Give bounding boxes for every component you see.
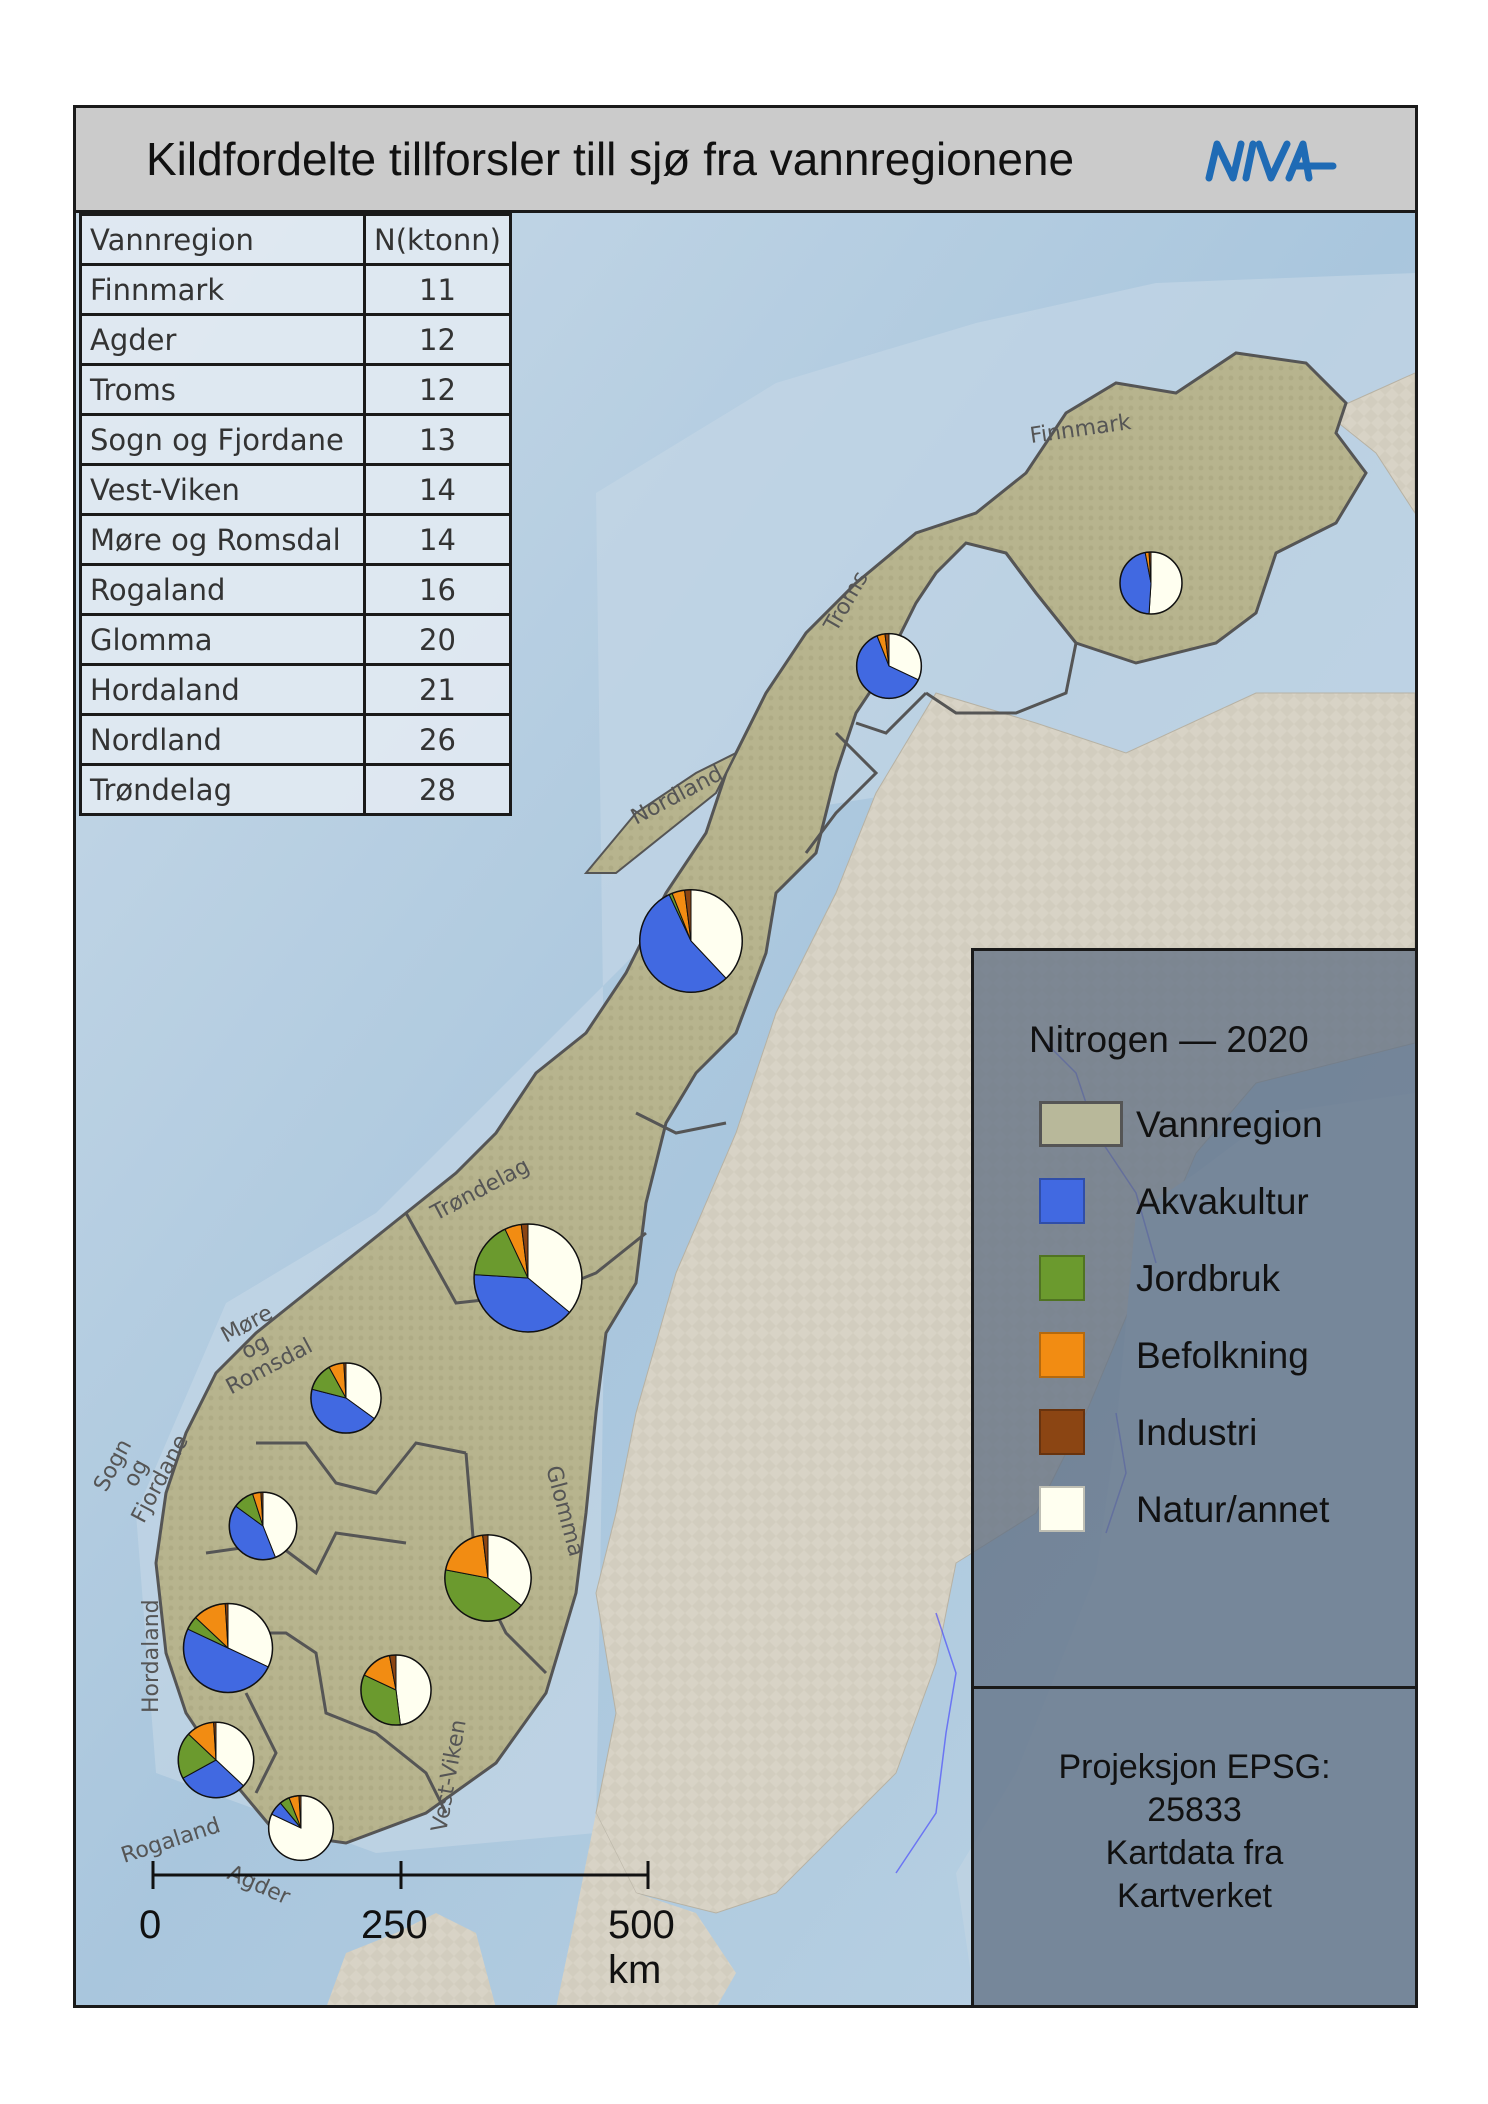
column-header-region: Vannregion <box>79 213 366 266</box>
legend-title: Nitrogen — 2020 <box>1029 1019 1309 1060</box>
scale-bar-line <box>151 1861 650 1889</box>
pie-chart <box>855 632 923 700</box>
legend-label: Jordbruk <box>1136 1258 1280 1299</box>
nitrogen-value-cell: 21 <box>363 663 512 716</box>
legend-label: Natur/annet <box>1136 1489 1330 1530</box>
niva-logo <box>1205 140 1337 182</box>
credits-line: Kartdata fra <box>1105 1834 1284 1872</box>
pie-chart <box>182 1602 274 1694</box>
legend-label: Befolkning <box>1136 1335 1309 1376</box>
legend-label: Industri <box>1136 1412 1258 1453</box>
credits-line: Kartverket <box>1117 1877 1272 1915</box>
region-name-cell: Troms <box>79 363 366 416</box>
region-name-cell: Møre og Romsdal <box>79 513 366 566</box>
table-row: Glomma 20 <box>79 613 512 666</box>
pie-chart <box>444 1534 532 1622</box>
legend-swatch <box>1039 1486 1085 1532</box>
pie-chart <box>310 1362 382 1434</box>
table-row: Trøndelag 28 <box>79 763 512 816</box>
nitrogen-value-cell: 16 <box>363 563 512 616</box>
norway-land <box>154 351 1368 1845</box>
legend-swatch <box>1039 1101 1123 1147</box>
credits-line: Projeksjon EPSG: <box>1058 1748 1331 1786</box>
nitrogen-value-cell: 12 <box>363 363 512 416</box>
pie-outline <box>177 1721 255 1799</box>
table-row: Vest-Viken 14 <box>79 463 512 516</box>
legend-divider <box>974 1686 1415 1689</box>
pie-chart <box>267 1794 335 1862</box>
denmark-land <box>327 1913 496 2005</box>
scale-label-0: 0 <box>139 1903 162 1947</box>
map-frame: Finnmark Troms Nordland Trøndelag Møreog… <box>73 105 1418 2008</box>
region-table: Vannregion N(ktonn) Finnmark 11 Agder 12 Tro… <box>79 213 512 816</box>
sweden-south <box>556 1813 736 2005</box>
legend-swatch <box>1039 1332 1085 1378</box>
title-bar: Kildfordelte tillforsler till sjø fra va… <box>76 108 1415 213</box>
pie-layer <box>177 551 1183 1862</box>
pie-chart <box>360 1654 432 1726</box>
map-title: Kildfordelte tillforsler till sjø fra va… <box>146 133 1075 185</box>
nitrogen-value-cell: 12 <box>363 313 512 366</box>
pie-outline <box>267 1794 335 1862</box>
pie-outline <box>473 1223 583 1333</box>
pie-outline <box>228 1491 298 1561</box>
region-name-cell: Vest-Viken <box>79 463 366 516</box>
credits-line: 25833 <box>1147 1791 1242 1829</box>
region-name-cell: Nordland <box>79 713 366 766</box>
region-name-cell: Finnmark <box>79 263 366 316</box>
legend-panel: Nitrogen — 2020 Vannregion Akvakultur Jord… <box>971 948 1415 2005</box>
nitrogen-value-cell: 20 <box>363 613 512 666</box>
pie-outline <box>639 889 743 993</box>
region-name-cell: Agder <box>79 313 366 366</box>
table-row: Hordaland 21 <box>79 663 512 716</box>
nitrogen-value-cell: 14 <box>363 513 512 566</box>
region-name-cell: Rogaland <box>79 563 366 616</box>
region-name-cell: Sogn og Fjordane <box>79 413 366 466</box>
nitrogen-value-cell: 13 <box>363 413 512 466</box>
region-name-cell: Trøndelag <box>79 763 366 816</box>
table-row: Rogaland 16 <box>79 563 512 616</box>
legend-label: Vannregion <box>1136 1104 1323 1145</box>
scale-label-250: 250 <box>361 1903 428 1947</box>
nitrogen-value-cell: 14 <box>363 463 512 516</box>
pie-chart <box>639 889 743 993</box>
table-row: Nordland 26 <box>79 713 512 766</box>
pie-outline <box>1119 551 1183 615</box>
legend-swatch <box>1039 1178 1085 1224</box>
pie-chart <box>228 1491 298 1561</box>
legend-swatch <box>1039 1409 1085 1455</box>
pie-outline <box>444 1534 532 1622</box>
table-row: Møre og Romsdal 14 <box>79 513 512 566</box>
table-header-row: Vannregion N(ktonn) <box>79 213 512 266</box>
nitrogen-value-cell: 28 <box>363 763 512 816</box>
nitrogen-value-cell: 11 <box>363 263 512 316</box>
table-row: Sogn og Fjordane 13 <box>79 413 512 466</box>
pie-outline <box>182 1602 274 1694</box>
pie-chart <box>473 1223 583 1333</box>
credits: Projeksjon EPSG: 25833 Kartdata fra Kart… <box>974 1746 1415 1918</box>
region-name-cell: Hordaland <box>79 663 366 716</box>
legend-label: Akvakultur <box>1136 1181 1309 1222</box>
region-borders <box>205 552 1078 1814</box>
pie-outline <box>310 1362 382 1434</box>
region-name-cell: Glomma <box>79 613 366 666</box>
pie-chart <box>1119 551 1183 615</box>
column-header-nitrogen: N(ktonn) <box>363 213 512 266</box>
scale-label-500: 500 km <box>608 1903 675 1992</box>
label-hordaland: Hordaland <box>139 1599 164 1713</box>
table-row: Finnmark 11 <box>79 263 512 316</box>
nitrogen-value-cell: 26 <box>363 713 512 766</box>
legend-swatch <box>1039 1255 1085 1301</box>
pie-outline <box>855 632 923 700</box>
lofoten <box>583 750 739 874</box>
pie-outline <box>360 1654 432 1726</box>
table-row: Troms 12 <box>79 363 512 416</box>
scale-bar: 0 250 500 km <box>139 1853 711 2003</box>
pie-chart <box>177 1721 255 1799</box>
table-row: Agder 12 <box>79 313 512 366</box>
